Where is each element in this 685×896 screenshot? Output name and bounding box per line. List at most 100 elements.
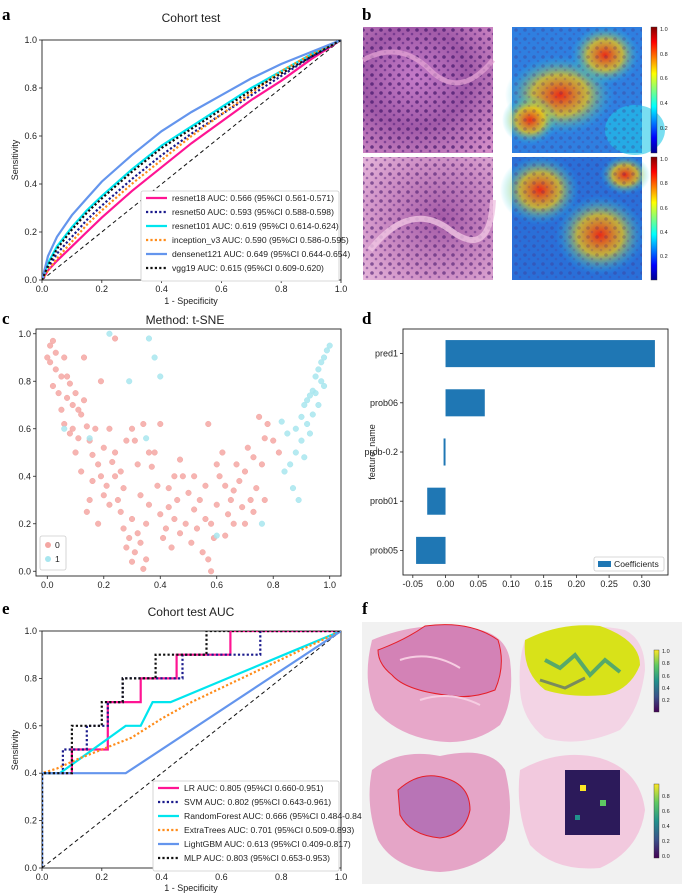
svg-text:0.2: 0.2 — [660, 126, 668, 132]
panel-label-b: b — [362, 5, 371, 24]
scatter-point-class-0 — [264, 420, 271, 428]
scatter-point-class-0 — [154, 482, 161, 489]
panel-label-d: d — [362, 309, 372, 328]
x-tick-label: 0.6 — [215, 284, 228, 294]
wsi-slide-bottom — [369, 752, 510, 872]
scatter-point-class-1 — [106, 330, 113, 337]
legend-label: SVM AUC: 0.802 (95%CI 0.643-0.961) — [184, 797, 331, 807]
legend-label: LR AUC: 0.805 (95%CI 0.660-0.951) — [184, 783, 324, 793]
scatter-point-class-0 — [47, 359, 54, 366]
x-tick-label: 0.2 — [98, 580, 111, 590]
panel-label-a: a — [2, 5, 11, 24]
scatter-point-class-0 — [117, 508, 124, 515]
scatter-point-class-1 — [312, 373, 319, 380]
x-tick-label: 0.8 — [275, 284, 288, 294]
roc-curve — [42, 40, 341, 280]
y-tick-label: 0.8 — [18, 376, 31, 386]
scatter-point-class-0 — [261, 496, 268, 504]
x-tick-label: 0.05 — [469, 579, 487, 589]
scatter-point-class-0 — [112, 449, 119, 456]
svg-text:0.2: 0.2 — [660, 254, 668, 260]
scatter-point-class-1 — [284, 430, 291, 437]
scatter-point-class-0 — [64, 373, 71, 380]
y-tick-label: 1.0 — [24, 35, 37, 45]
legend-swatch — [45, 556, 51, 562]
x-tick-label: 0.15 — [535, 579, 553, 589]
scatter-point-class-1 — [326, 342, 333, 349]
scatter-point-class-0 — [233, 461, 240, 468]
svg-text:1.0: 1.0 — [660, 157, 668, 163]
scatter-point-class-0 — [61, 354, 68, 361]
scatter-point-class-0 — [250, 454, 257, 461]
scatter-point-class-0 — [176, 456, 184, 463]
roc-curve — [42, 40, 341, 280]
legend-label: Coefficients — [614, 559, 659, 569]
scatter-point-class-1 — [258, 520, 265, 527]
x-tick-label: 1.0 — [335, 872, 348, 882]
svg-text:0.8: 0.8 — [660, 181, 668, 187]
scatter-point-class-0 — [55, 390, 62, 397]
scatter-point-class-0 — [69, 401, 76, 409]
y-tick-label: 0.2 — [24, 816, 37, 826]
x-tick-label: 0.00 — [437, 579, 455, 589]
scatter-point-class-0 — [145, 449, 153, 456]
chance-diagonal — [41, 39, 342, 281]
chart-e-title: Cohort test AUC — [148, 605, 235, 619]
x-tick-label: 0.0 — [36, 284, 49, 294]
scatter-point-class-0 — [123, 544, 130, 551]
svg-text:0.4: 0.4 — [660, 230, 668, 236]
y-tick-label: 0.2 — [18, 519, 31, 529]
scatter-point-class-1 — [306, 392, 313, 399]
scatter-point-class-0 — [83, 423, 90, 430]
wsi-grid: 1.0 0.8 0.6 0.4 0.2 0.8 0.6 0.4 0.2 0.0 — [362, 622, 682, 884]
colorbar-top: 1.0 0.8 0.6 0.4 0.2 — [650, 26, 668, 154]
scatter-point-class-0 — [103, 482, 110, 489]
scatter-point-class-1 — [315, 366, 322, 373]
scatter-point-class-0 — [196, 496, 203, 504]
scatter-point-class-0 — [253, 485, 260, 492]
scatter-point-class-0 — [270, 437, 277, 444]
scatter-point-class-1 — [278, 418, 285, 425]
scatter-point-class-0 — [75, 406, 82, 413]
coefficient-bar — [445, 340, 655, 368]
chart-a-ylabel: Sensitivity — [10, 139, 20, 180]
scatter-point-class-0 — [66, 430, 73, 437]
scatter-point-class-0 — [100, 444, 107, 451]
scatter-point-class-0 — [256, 413, 263, 420]
scatter-point-class-1 — [292, 449, 299, 456]
scatter-point-class-0 — [95, 520, 102, 527]
scatter-point-class-0 — [261, 435, 268, 442]
scatter-point-class-0 — [227, 496, 234, 504]
panel-label-f: f — [362, 599, 368, 618]
scatter-point-class-0 — [179, 473, 186, 480]
scatter-point-class-1 — [287, 461, 294, 468]
svg-text:0.8: 0.8 — [660, 52, 668, 58]
scatter-point-class-0 — [120, 485, 127, 492]
scatter-point-class-1 — [126, 378, 133, 385]
roc-curve — [42, 631, 341, 868]
panel-label-e: e — [2, 599, 10, 618]
scatter-point-class-0 — [80, 397, 88, 404]
svg-text:0.2: 0.2 — [662, 839, 670, 845]
roc-curve — [42, 40, 341, 280]
category-label: prob-0.2 — [364, 447, 398, 457]
scatter-point-class-0 — [66, 380, 73, 387]
scatter-point-class-0 — [100, 492, 107, 499]
legend-label: 0 — [55, 540, 60, 550]
scatter-point-class-0 — [176, 530, 184, 537]
scatter-point-class-0 — [241, 468, 249, 475]
y-tick-label: 0.8 — [24, 673, 37, 683]
x-tick-label: 0.4 — [155, 872, 168, 882]
panel-label-c: c — [2, 309, 10, 328]
legend-label: LightGBM AUC: 0.613 (95%CI 0.409-0.817) — [184, 839, 351, 849]
roc-curve — [42, 631, 341, 868]
scatter-point-class-0 — [230, 487, 237, 494]
scatter-point-class-0 — [78, 468, 85, 475]
scatter-point-class-0 — [171, 473, 178, 480]
scatter-point-class-1 — [292, 425, 299, 432]
scatter-point-class-0 — [128, 425, 136, 432]
scatter-point-class-1 — [301, 454, 308, 461]
scatter-point-class-1 — [321, 354, 328, 361]
svg-text:1.0: 1.0 — [662, 649, 670, 655]
scatter-point-class-0 — [137, 492, 144, 499]
